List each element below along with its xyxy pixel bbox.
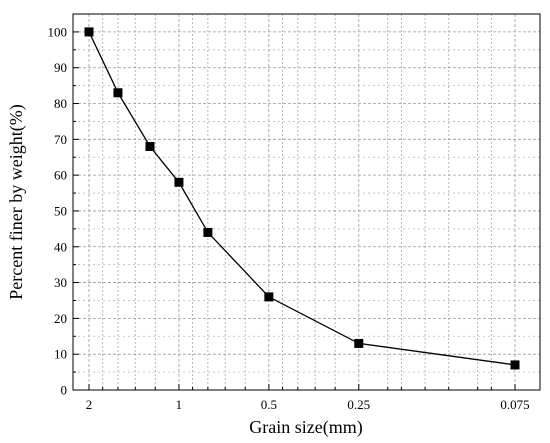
y-tick-label: 90 xyxy=(54,60,67,75)
axis-ticks: 2 1 0.5 0.25 0.075 0 10 20 30 40 50 60 70 80 90 100 xyxy=(48,13,530,412)
series-layer xyxy=(84,27,520,370)
data-point-marker xyxy=(264,292,274,302)
y-tick-label: 80 xyxy=(54,96,67,111)
x-tick-label: 1 xyxy=(176,397,183,412)
data-point-marker xyxy=(145,141,155,151)
data-point-marker xyxy=(174,177,184,187)
y-tick-label: 0 xyxy=(61,383,68,398)
y-tick-label: 50 xyxy=(54,203,67,218)
data-point-marker xyxy=(510,360,520,370)
data-point-marker xyxy=(84,27,94,37)
y-tick-label: 100 xyxy=(48,24,68,39)
y-axis-label: Percent finer by weight(%) xyxy=(6,104,27,299)
x-axis-label: Grain size(mm) xyxy=(249,417,362,438)
data-point-marker xyxy=(354,338,364,348)
plot-frame xyxy=(72,13,541,391)
y-tick-label: 30 xyxy=(54,275,67,290)
y-tick-label: 60 xyxy=(54,168,67,183)
series-line xyxy=(88,31,516,366)
data-point-marker xyxy=(113,88,123,98)
x-tick-label: 0.075 xyxy=(500,397,529,412)
y-tick-label: 10 xyxy=(54,347,67,362)
y-tick-label: 70 xyxy=(54,132,67,147)
data-point-marker xyxy=(203,227,213,237)
y-tick-label: 20 xyxy=(54,311,67,326)
x-tick-label: 0.25 xyxy=(347,397,370,412)
y-tick-label: 40 xyxy=(54,239,67,254)
plot-background xyxy=(73,14,540,390)
x-tick-label: 0.5 xyxy=(261,397,277,412)
x-tick-label: 2 xyxy=(86,397,93,412)
grid xyxy=(73,14,540,390)
